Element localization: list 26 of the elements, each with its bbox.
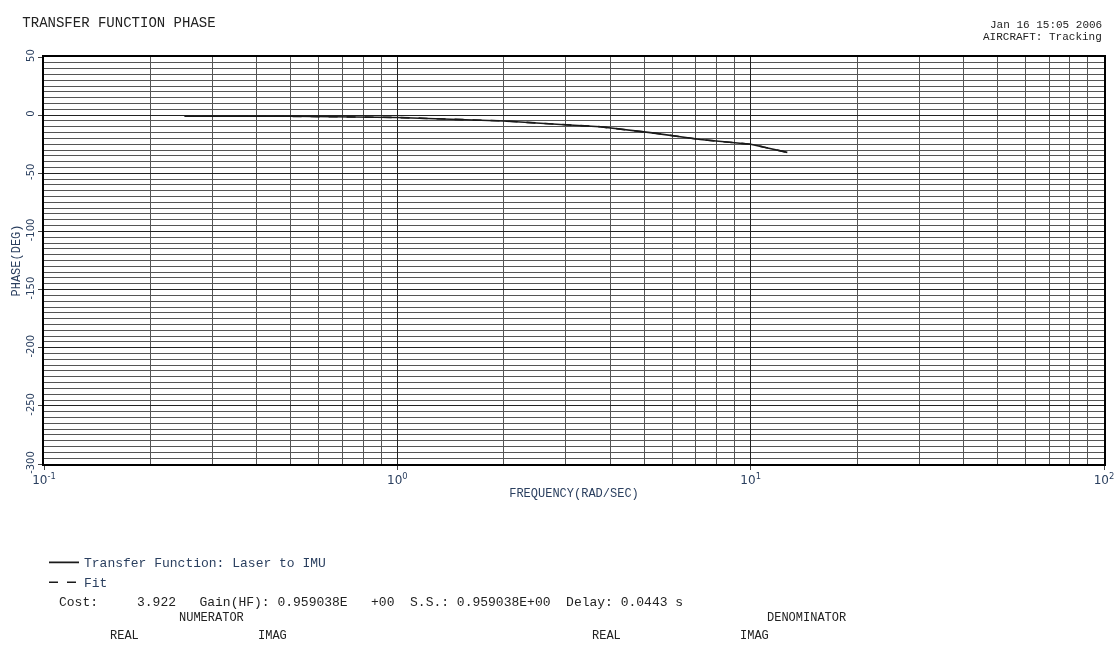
y-tick-label: -50 xyxy=(25,163,37,180)
chart-title: TRANSFER FUNCTION PHASE xyxy=(22,15,216,32)
y-tick-label: -100 xyxy=(25,218,37,242)
y-tick-label: -300 xyxy=(25,451,37,474)
legend-label: Transfer Function: Laser to IMU xyxy=(84,556,326,572)
text: IMAG xyxy=(740,629,769,643)
text: REAL xyxy=(110,629,139,643)
y-tick-label: -200 xyxy=(25,334,37,358)
text: Jan 16 15:05 2006 xyxy=(990,19,1103,31)
x-tick-label: 10$^{1}$ xyxy=(740,471,761,488)
x-tick-label: 10$^{2}$ xyxy=(1093,471,1115,488)
x-tick-label: 10$^{-1}$ xyxy=(32,471,56,488)
y-tick-label: -250 xyxy=(25,393,37,416)
text: AIRCRAFT: Tracking xyxy=(983,31,1102,43)
x-tick-label: 10$^{0}$ xyxy=(387,471,408,488)
legend-label: Fit xyxy=(84,576,108,592)
text: Cost: 3.922 Gain(HF): 0.959038E +00 S.S.: 0.959038E+00 Delay: 0.0443 s xyxy=(59,595,684,610)
text: DENOMINATOR xyxy=(767,611,847,625)
y-tick-label: -150 xyxy=(25,276,37,300)
y-axis-title: PHASE(DEG) xyxy=(10,224,25,297)
text: REAL xyxy=(592,629,621,643)
y-tick-label: 0 xyxy=(25,110,37,117)
y-tick-label: 50 xyxy=(25,49,37,62)
text: NUMERATOR xyxy=(179,611,244,625)
x-axis-title: FREQUENCY(RAD/SEC) xyxy=(509,486,639,501)
text: IMAG xyxy=(258,629,287,643)
